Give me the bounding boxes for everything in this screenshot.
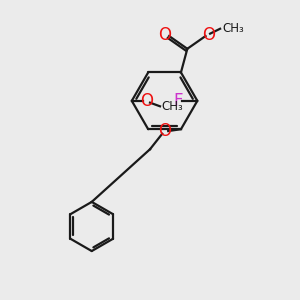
Text: O: O [140, 92, 153, 110]
Text: F: F [173, 92, 182, 110]
Text: O: O [159, 26, 172, 44]
Text: O: O [202, 26, 215, 44]
Text: O: O [158, 122, 171, 140]
Text: CH₃: CH₃ [222, 22, 244, 35]
Text: CH₃: CH₃ [162, 100, 184, 113]
